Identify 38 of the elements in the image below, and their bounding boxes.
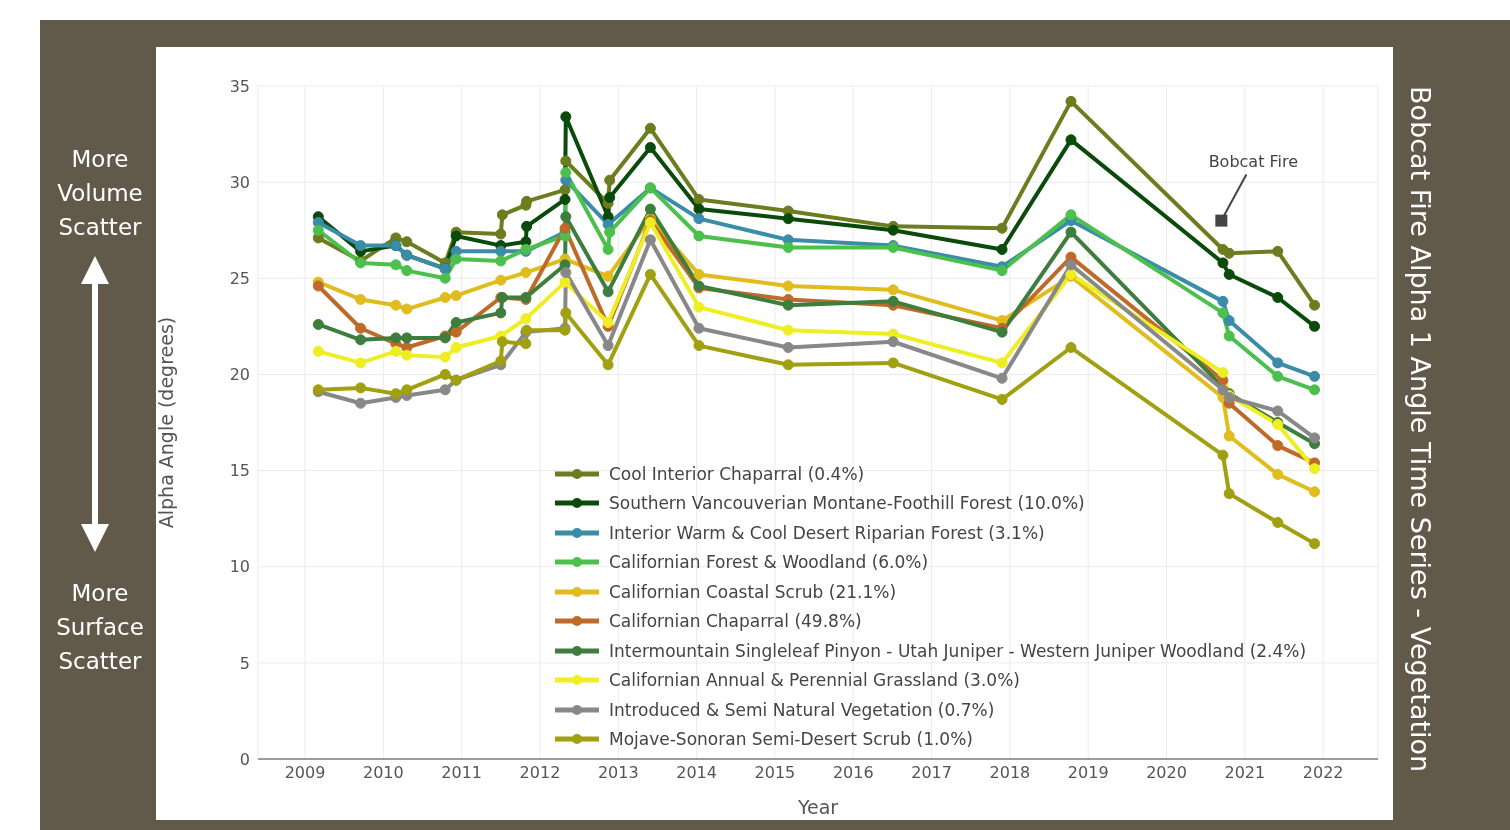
legend-label: Mojave-Sonoran Semi-Desert Scrub (1.0%) <box>609 729 973 750</box>
legend-label: Californian Chaparral (49.8%) <box>609 611 862 632</box>
y-tick-label: 15 <box>229 461 250 481</box>
x-tick-label: 2019 <box>1067 763 1109 783</box>
legend-label: Californian Annual & Perennial Grassland (3.0%) <box>609 670 1020 691</box>
x-tick-label: 2009 <box>284 763 326 783</box>
text: More Surface Scatter <box>55 579 145 676</box>
legend-label: Californian Forest & Woodland (6.0%) <box>609 552 929 573</box>
annotation: Bobcat Fire <box>1208 151 1299 171</box>
x-tick-label: 2021 <box>1224 763 1266 783</box>
y-axis-title: Alpha Angle (degrees) <box>154 316 177 529</box>
x-tick-label: 2013 <box>597 763 639 783</box>
x-tick-label: 2020 <box>1146 763 1187 783</box>
x-tick-label: 2017 <box>911 763 952 783</box>
legend-label: Cool Interior Chaparral (0.4%) <box>609 463 865 484</box>
x-tick-label: 2018 <box>989 763 1031 783</box>
x-tick-label: 2015 <box>754 763 796 783</box>
y-tick-label: 10 <box>229 557 250 577</box>
legend-label: Introduced & Semi Natural Vegetation (0.7%) <box>609 699 995 720</box>
x-tick-label: 2014 <box>676 763 717 783</box>
y-tick-label: 30 <box>229 172 250 192</box>
x-tick-label: 2012 <box>519 763 561 783</box>
text: Bobcat Fire Alpha 1 Angle Time Series - Vegetation <box>1405 86 1436 775</box>
y-tick-label: 5 <box>239 653 250 673</box>
x-tick-label: 2010 <box>362 763 404 783</box>
x-axis-title: Year <box>796 796 839 818</box>
y-tick-label: 25 <box>229 268 250 288</box>
legend-label: Interior Warm & Cool Desert Riparian Forest (3.1%) <box>609 522 1045 543</box>
y-tick-label: 0 <box>239 749 250 769</box>
legend-label: Intermountain Singleleaf Pinyon - Utah Juniper - Western Juniper Woodland (2.4%) <box>609 640 1307 661</box>
x-tick-label: 2011 <box>441 763 482 783</box>
legend-label: Southern Vancouverian Montane-Foothill Forest (10.0%) <box>609 493 1085 514</box>
text: More Volume Scatter <box>56 145 144 242</box>
y-tick-label: 35 <box>229 76 250 96</box>
x-tick-label: 2016 <box>832 763 874 783</box>
legend-label: Californian Coastal Scrub (21.1%) <box>609 581 897 602</box>
x-tick-label: 2022 <box>1302 763 1344 783</box>
y-tick-label: 20 <box>229 365 250 385</box>
